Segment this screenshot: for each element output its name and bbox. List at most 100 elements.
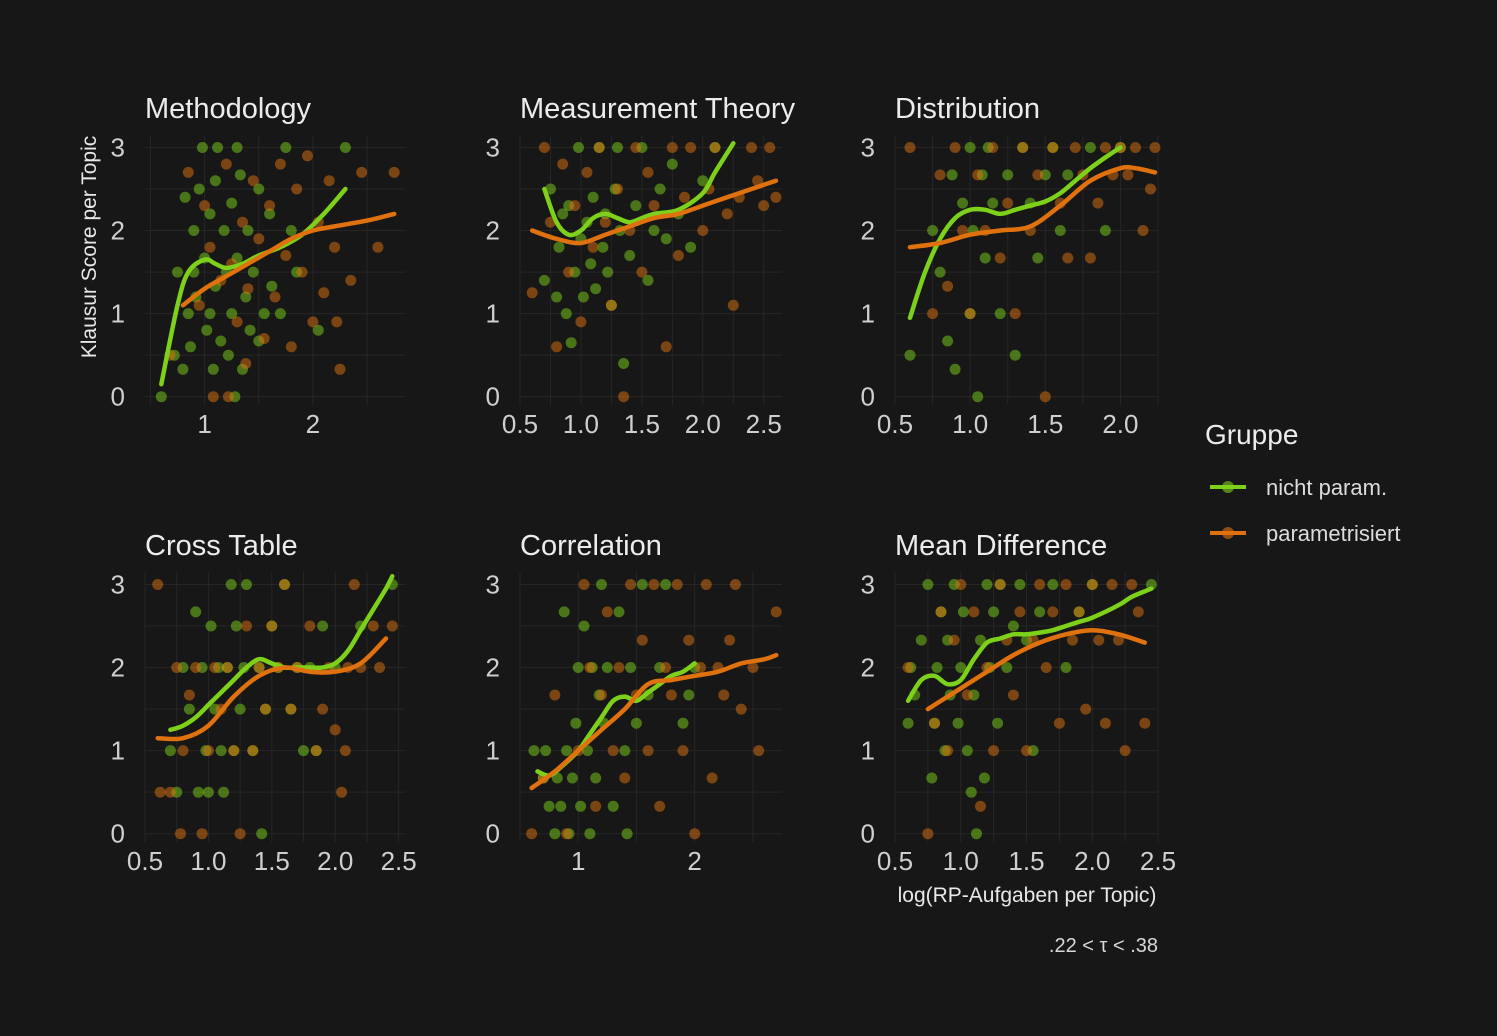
point-parametrisiert bbox=[961, 689, 973, 701]
point-parametrisiert bbox=[753, 745, 765, 757]
point-nicht-param bbox=[942, 335, 954, 347]
point-parametrisiert bbox=[279, 579, 290, 590]
point-nicht-param bbox=[339, 142, 351, 153]
x-tick-label: 0.5 bbox=[127, 846, 163, 876]
point-parametrisiert bbox=[190, 662, 202, 673]
point-parametrisiert bbox=[207, 391, 219, 403]
point-nicht-param bbox=[573, 142, 584, 153]
point-parametrisiert bbox=[758, 200, 770, 212]
point-nicht-param bbox=[602, 266, 614, 278]
point-nicht-param bbox=[285, 225, 297, 236]
point-parametrisiert bbox=[374, 662, 386, 673]
point-parametrisiert bbox=[665, 689, 677, 701]
point-parametrisiert bbox=[228, 745, 240, 757]
point-parametrisiert bbox=[569, 200, 581, 212]
point-nicht-param bbox=[528, 745, 540, 757]
point-parametrisiert bbox=[269, 291, 281, 303]
smooth-line-parametrisiert bbox=[180, 211, 397, 308]
y-tick-label: 0 bbox=[861, 819, 875, 849]
point-parametrisiert bbox=[1139, 717, 1151, 729]
point-parametrisiert bbox=[752, 175, 764, 187]
point-parametrisiert bbox=[1069, 142, 1081, 153]
point-nicht-param bbox=[192, 786, 204, 798]
y-tick-label: 1 bbox=[111, 299, 125, 329]
point-nicht-param bbox=[630, 717, 642, 729]
y-tick-label: 2 bbox=[111, 216, 125, 246]
x-tick-label: 1.5 bbox=[624, 409, 660, 439]
point-parametrisiert bbox=[1021, 745, 1032, 757]
point-nicht-param bbox=[904, 349, 916, 361]
series-parametrisiert bbox=[902, 579, 1151, 840]
point-parametrisiert bbox=[578, 579, 590, 590]
legend-key-dot-parametrisiert bbox=[1222, 527, 1234, 539]
series-parametrisiert bbox=[904, 142, 1161, 403]
point-parametrisiert bbox=[770, 606, 782, 618]
x-tick-label: 2 bbox=[687, 846, 701, 876]
point-parametrisiert bbox=[339, 745, 351, 757]
x-tick-label: 1.5 bbox=[1008, 846, 1044, 876]
legend-item-nicht-param[interactable]: nicht param. bbox=[1210, 475, 1387, 500]
smooth-line-parametrisiert bbox=[155, 636, 389, 742]
panel-title-cross-table: Cross Table bbox=[145, 530, 298, 562]
point-nicht-param bbox=[697, 175, 709, 187]
point-parametrisiert bbox=[164, 786, 176, 798]
point-parametrisiert bbox=[642, 166, 654, 178]
point-nicht-param bbox=[979, 252, 991, 264]
point-nicht-param bbox=[654, 183, 666, 195]
point-nicht-param bbox=[551, 291, 563, 303]
point-nicht-param bbox=[555, 800, 567, 812]
x-tick-label: 0.5 bbox=[502, 409, 538, 439]
point-nicht-param bbox=[570, 717, 582, 729]
smooth-line-nicht-param bbox=[907, 145, 1123, 321]
point-parametrisiert bbox=[234, 828, 246, 840]
point-parametrisiert bbox=[260, 703, 271, 715]
point-parametrisiert bbox=[747, 662, 759, 673]
point-parametrisiert bbox=[1106, 579, 1118, 590]
point-parametrisiert bbox=[323, 175, 335, 187]
legend-item-parametrisiert[interactable]: parametrisiert bbox=[1210, 521, 1400, 546]
y-tick-label: 1 bbox=[861, 736, 875, 766]
point-parametrisiert bbox=[988, 745, 1000, 757]
point-nicht-param bbox=[981, 579, 993, 590]
point-parametrisiert bbox=[593, 142, 605, 153]
point-parametrisiert bbox=[619, 772, 631, 784]
point-parametrisiert bbox=[1126, 579, 1138, 590]
y-axis-label: Klausur Score per Topic bbox=[78, 136, 101, 359]
point-parametrisiert bbox=[336, 786, 348, 798]
point-parametrisiert bbox=[642, 745, 654, 757]
x-tick-label: 1.0 bbox=[952, 409, 988, 439]
point-parametrisiert bbox=[310, 745, 322, 757]
point-parametrisiert bbox=[987, 142, 999, 153]
point-nicht-param bbox=[561, 745, 573, 757]
point-parametrisiert bbox=[1014, 606, 1026, 618]
point-parametrisiert bbox=[904, 142, 916, 153]
point-parametrisiert bbox=[948, 634, 960, 646]
point-nicht-param bbox=[264, 208, 276, 220]
point-nicht-param bbox=[994, 308, 1006, 320]
point-parametrisiert bbox=[237, 216, 248, 228]
point-nicht-param bbox=[1007, 620, 1019, 632]
point-parametrisiert bbox=[1039, 391, 1051, 403]
point-parametrisiert bbox=[636, 634, 648, 646]
point-nicht-param bbox=[182, 308, 194, 320]
point-parametrisiert bbox=[193, 299, 205, 311]
point-parametrisiert bbox=[1113, 634, 1124, 646]
point-parametrisiert bbox=[942, 745, 954, 757]
point-nicht-param bbox=[902, 717, 914, 729]
panels: Methodology 0 1 2 3 1 2 Measurement Theory 0 1 2 3 0… bbox=[111, 93, 1177, 876]
y-tick-label: 0 bbox=[486, 819, 500, 849]
point-parametrisiert bbox=[538, 142, 550, 153]
point-parametrisiert bbox=[942, 280, 954, 292]
point-parametrisiert bbox=[202, 745, 214, 757]
point-parametrisiert bbox=[729, 579, 741, 590]
point-parametrisiert bbox=[1086, 579, 1098, 590]
point-parametrisiert bbox=[171, 662, 183, 673]
point-nicht-param bbox=[946, 169, 958, 181]
point-parametrisiert bbox=[994, 252, 1006, 264]
point-parametrisiert bbox=[1093, 634, 1105, 646]
point-parametrisiert bbox=[348, 579, 360, 590]
point-nicht-param bbox=[540, 745, 552, 757]
smooth-line-parametrisiert bbox=[925, 627, 1148, 712]
point-parametrisiert bbox=[581, 166, 593, 178]
